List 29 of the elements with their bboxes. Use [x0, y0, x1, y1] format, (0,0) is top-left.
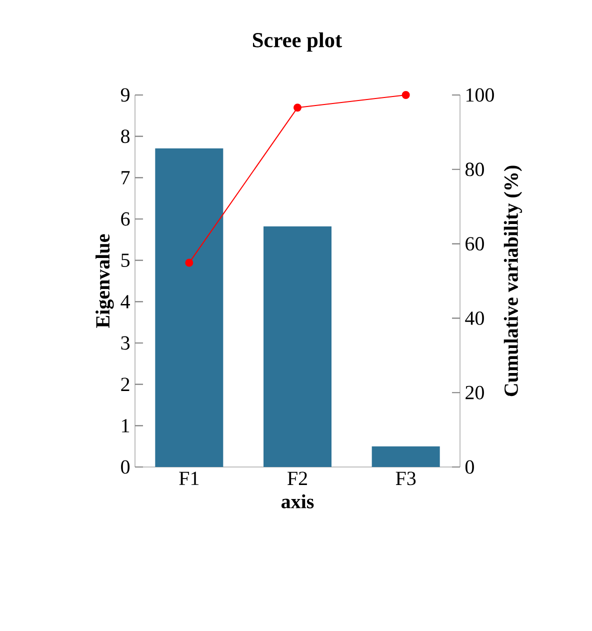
y-tick-label: 7: [122, 171, 130, 184]
y2-axis-title: Cumulative variability (%): [504, 166, 522, 396]
y2-tick-label: 40: [465, 311, 484, 325]
y2-tick-label: 60: [466, 237, 484, 251]
y-tick-label: 8: [121, 130, 130, 144]
bar: [264, 226, 332, 467]
y-tick-label: 0: [121, 460, 130, 474]
y-tick-label: 2: [121, 378, 130, 391]
x-tick-label: F1: [179, 472, 199, 485]
y2-tick-label: 80: [465, 162, 484, 176]
point: [185, 258, 194, 267]
y2-tick-label: 20: [466, 386, 484, 400]
x-tick-label: F3: [396, 472, 416, 486]
y2-tick-label: 100: [466, 88, 494, 102]
y-tick-label: 9: [120, 88, 130, 102]
bar: [372, 446, 440, 467]
bar: [155, 148, 224, 467]
y-tick-label: 4: [120, 295, 130, 308]
y-tick-label: 3: [121, 336, 130, 350]
point: [294, 104, 302, 112]
x-tick-label: F2: [288, 472, 307, 485]
chart-title: Scree plot: [253, 32, 342, 52]
x-axis-title: axis: [281, 494, 314, 508]
y-axis-title: Eigenvalue: [96, 234, 114, 328]
point: [402, 90, 410, 99]
y2-tick-label: 0: [465, 460, 474, 474]
y-tick-label: 5: [121, 254, 130, 267]
y-tick-label: 6: [121, 212, 130, 226]
y-tick-label: 1: [122, 419, 130, 432]
